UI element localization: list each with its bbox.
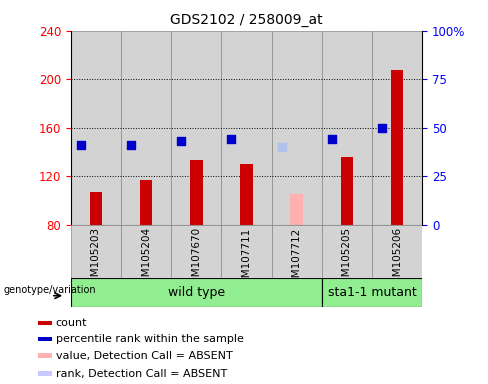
Bar: [171, 225, 222, 278]
Text: percentile rank within the sample: percentile rank within the sample: [56, 334, 244, 344]
Bar: [140, 180, 152, 225]
Point: [77, 142, 85, 148]
Bar: [71, 278, 322, 307]
Bar: [322, 278, 422, 307]
Text: GSM105203: GSM105203: [91, 227, 101, 290]
Bar: [71, 225, 121, 278]
Bar: [38, 354, 52, 358]
Text: GSM107711: GSM107711: [242, 227, 251, 291]
Text: sta1-1 mutant: sta1-1 mutant: [327, 286, 416, 299]
Text: GSM107712: GSM107712: [292, 227, 302, 291]
Text: GSM105204: GSM105204: [141, 227, 151, 290]
Text: genotype/variation: genotype/variation: [3, 285, 96, 295]
Bar: [341, 157, 353, 225]
Bar: [38, 337, 52, 341]
Bar: [190, 161, 203, 225]
Point: [177, 138, 185, 144]
Bar: [121, 225, 171, 278]
Point: [378, 125, 386, 131]
Bar: [38, 371, 52, 376]
Bar: [90, 192, 102, 225]
Text: rank, Detection Call = ABSENT: rank, Detection Call = ABSENT: [56, 369, 227, 379]
Title: GDS2102 / 258009_at: GDS2102 / 258009_at: [170, 13, 323, 27]
Bar: [322, 225, 372, 278]
Bar: [322, 31, 372, 225]
Bar: [271, 31, 322, 225]
Bar: [240, 164, 253, 225]
Bar: [222, 225, 271, 278]
Text: GSM105205: GSM105205: [342, 227, 352, 290]
Text: value, Detection Call = ABSENT: value, Detection Call = ABSENT: [56, 351, 232, 361]
Text: count: count: [56, 318, 87, 328]
Point: [328, 136, 336, 142]
Bar: [372, 31, 422, 225]
Bar: [121, 31, 171, 225]
Bar: [38, 321, 52, 324]
Text: GSM105206: GSM105206: [392, 227, 402, 290]
Bar: [372, 225, 422, 278]
Bar: [290, 194, 303, 225]
Text: GSM107670: GSM107670: [191, 227, 201, 290]
Bar: [222, 31, 271, 225]
Bar: [71, 31, 121, 225]
Point: [227, 136, 235, 142]
Bar: [171, 31, 222, 225]
Point: [127, 142, 135, 148]
Bar: [391, 70, 403, 225]
Point: [278, 144, 285, 150]
Bar: [271, 225, 322, 278]
Text: wild type: wild type: [168, 286, 225, 299]
